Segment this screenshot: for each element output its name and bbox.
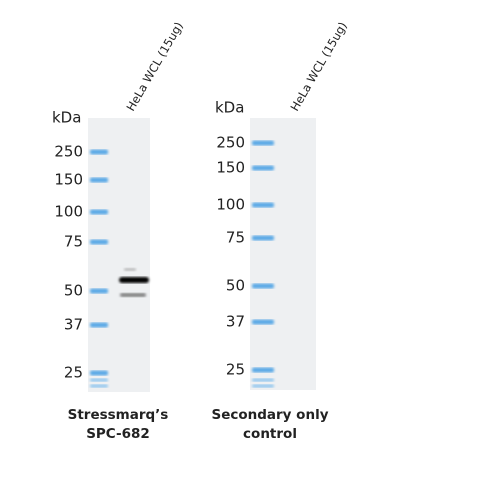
unit-label: kDa xyxy=(52,109,81,127)
protein-band xyxy=(124,268,136,271)
marker-band xyxy=(90,370,108,376)
marker-label: 150 xyxy=(216,159,245,177)
marker-band xyxy=(252,202,274,208)
unit-label: kDa xyxy=(215,99,244,117)
marker-label: 75 xyxy=(226,229,245,247)
marker-label: 75 xyxy=(64,233,83,251)
marker-band xyxy=(252,235,274,241)
protein-band xyxy=(119,277,149,283)
lane-label: HeLa WCL (15ug) xyxy=(123,19,185,113)
marker-label: 50 xyxy=(64,282,83,300)
marker-band xyxy=(90,322,108,328)
marker-band xyxy=(252,384,274,388)
marker-band xyxy=(252,319,274,325)
marker-band xyxy=(90,288,108,294)
marker-label: 25 xyxy=(64,364,83,382)
marker-band xyxy=(90,378,108,382)
caption: Secondary only xyxy=(211,407,328,423)
membrane xyxy=(88,118,150,392)
protein-band xyxy=(120,293,146,297)
caption: Stressmarq’s xyxy=(68,407,169,423)
marker-label: 100 xyxy=(216,196,245,214)
membrane xyxy=(250,118,316,390)
marker-band xyxy=(252,378,274,382)
marker-band xyxy=(90,177,108,183)
marker-label: 37 xyxy=(64,316,83,334)
marker-band xyxy=(252,165,274,171)
marker-label: 250 xyxy=(54,143,83,161)
marker-label: 25 xyxy=(226,361,245,379)
caption: control xyxy=(243,426,297,442)
marker-label: 50 xyxy=(226,277,245,295)
marker-band xyxy=(252,367,274,373)
marker-band xyxy=(90,384,108,388)
marker-label: 250 xyxy=(216,134,245,152)
marker-band xyxy=(90,149,108,155)
marker-label: 100 xyxy=(54,203,83,221)
marker-band xyxy=(90,209,108,215)
marker-band xyxy=(252,140,274,146)
marker-band xyxy=(90,239,108,245)
marker-label: 37 xyxy=(226,313,245,331)
caption: SPC-682 xyxy=(86,426,150,442)
marker-band xyxy=(252,283,274,289)
marker-label: 150 xyxy=(54,171,83,189)
lane-label: HeLa WCL (15ug) xyxy=(287,19,349,113)
